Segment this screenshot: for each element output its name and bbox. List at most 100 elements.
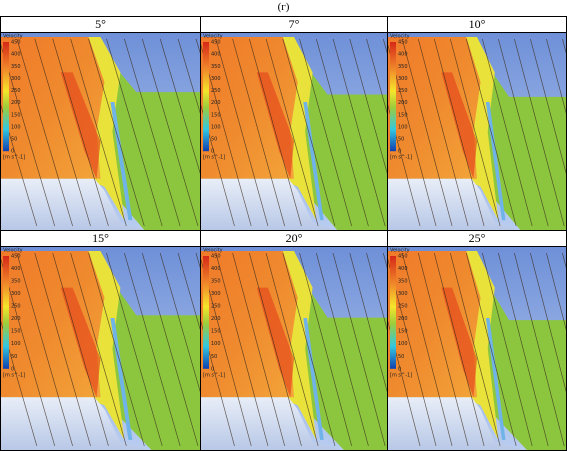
legend-unit: [m s^-1] <box>203 155 225 161</box>
legend-tick-label: 350 <box>211 64 221 70</box>
streamline <box>232 252 286 447</box>
legend-tick-label: 150 <box>398 112 408 118</box>
legend-tick-label: 250 <box>398 88 408 94</box>
legend-tick-label: 0 <box>211 366 214 372</box>
streamline <box>514 38 565 227</box>
streamline <box>177 252 200 331</box>
streamline <box>249 252 302 447</box>
legend-tick-label: 0 <box>211 149 214 155</box>
legend-title: Velocity <box>203 34 223 40</box>
legend-unit: [m s^-1] <box>3 372 25 378</box>
legend-tick-label: 50 <box>11 137 17 143</box>
legend-tick-label: 250 <box>211 88 221 94</box>
streamline <box>88 38 145 227</box>
panel: 25° Velocity 450 400 350 300 250 200 150 100 50 0 [m… <box>387 230 567 451</box>
legend-unit: [m s^-1] <box>203 372 225 378</box>
legend-tick-label: 350 <box>398 279 408 285</box>
legend-unit: [m s^-1] <box>390 155 412 161</box>
panel-title: 7° <box>201 17 387 33</box>
legend-tick-label: 200 <box>11 100 21 106</box>
streamline <box>433 38 485 227</box>
legend-tick-label: 100 <box>11 124 21 130</box>
panel: 5° Velocity 450 400 350 300 250 200 150 100 50 0 [m … <box>0 16 201 231</box>
streamline <box>401 253 453 447</box>
legend-tick-label: 50 <box>398 354 404 360</box>
streamline <box>282 38 336 227</box>
streamline <box>546 253 566 331</box>
legend-tick-label: 250 <box>211 304 221 310</box>
legend-tick-label: 450 <box>398 40 408 46</box>
streamline <box>88 252 145 447</box>
streamline <box>16 252 73 447</box>
legend-tick-label: 100 <box>11 341 21 347</box>
legend-tick-label: 200 <box>211 100 221 106</box>
legend-tick-label: 100 <box>211 124 221 130</box>
legend-title: Velocity <box>203 248 223 254</box>
streamline <box>366 38 387 114</box>
legend-title: Velocity <box>3 248 23 254</box>
streamline <box>124 38 181 227</box>
lower-wall <box>388 178 519 230</box>
streamline <box>530 253 566 393</box>
legend-tick-label: 400 <box>211 266 221 272</box>
panel: 15° Velocity 450 400 350 300 250 200 150 100 50 0 [m… <box>0 230 201 451</box>
legend-tick-label: 450 <box>211 40 221 46</box>
legend-tick-label: 350 <box>11 64 21 70</box>
legend-colorbar <box>390 256 396 369</box>
legend-tick-label: 150 <box>211 329 221 335</box>
lower-wall <box>1 397 149 450</box>
lower-wall <box>201 178 336 230</box>
streamline <box>299 252 352 447</box>
streamline <box>232 38 286 227</box>
legend-tick-label: 400 <box>398 52 408 58</box>
legend-tick-label: 250 <box>398 304 408 310</box>
legend-tick-label: 100 <box>398 124 408 130</box>
streamline <box>417 253 469 447</box>
lower-wall <box>388 397 524 450</box>
legend-tick-label: 350 <box>398 64 408 70</box>
figure-label: (г) <box>277 1 290 13</box>
legend-tick-label: 0 <box>11 149 14 155</box>
legend-tick-label: 350 <box>211 279 221 285</box>
legend-tick-label: 150 <box>11 329 21 335</box>
panel-grid: 5° Velocity 450 400 350 300 250 200 150 100 50 0 [m … <box>0 16 567 451</box>
legend-tick-label: 300 <box>211 76 221 82</box>
streamline <box>465 38 517 227</box>
streamline <box>106 38 163 227</box>
streamline <box>514 253 565 447</box>
streamline <box>498 253 549 447</box>
panel-title: 20° <box>201 231 387 247</box>
legend-tick-label: 400 <box>398 266 408 272</box>
legend-tick-label: 150 <box>398 329 408 335</box>
panel-title: 5° <box>1 17 200 33</box>
legend-tick-label: 300 <box>398 291 408 297</box>
panel: 20° Velocity 450 400 350 300 250 200 150 100 50 0 [m… <box>200 230 388 451</box>
legend-tick-label: 200 <box>398 316 408 322</box>
legend-tick-label: 50 <box>211 354 217 360</box>
streamline <box>417 38 469 227</box>
streamline <box>465 253 517 447</box>
legend-tick-label: 400 <box>211 52 221 58</box>
legend-tick-label: 300 <box>398 76 408 82</box>
streamline <box>498 38 549 227</box>
streamline <box>433 253 485 447</box>
lower-wall <box>1 178 143 230</box>
legend-tick-label: 300 <box>11 291 21 297</box>
legend-tick-label: 0 <box>398 149 401 155</box>
legend-tick-label: 50 <box>11 354 17 360</box>
streamline <box>106 252 163 447</box>
streamline <box>177 38 200 114</box>
legend-tick-label: 150 <box>11 112 21 118</box>
streamline <box>34 38 91 227</box>
legend-title: Velocity <box>3 34 23 40</box>
legend-tick-label: 400 <box>11 266 21 272</box>
streamline <box>249 38 302 227</box>
lower-wall <box>201 397 341 450</box>
streamline <box>332 252 386 447</box>
streamline <box>159 252 200 393</box>
